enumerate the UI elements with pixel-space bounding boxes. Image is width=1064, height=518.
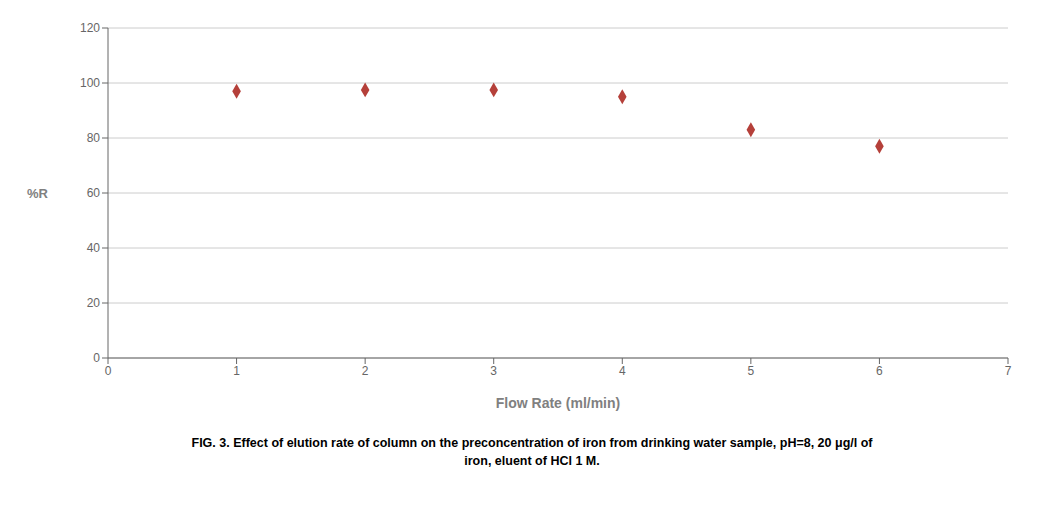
svg-text:3: 3 (490, 364, 497, 378)
html-text:FIG. 3. Effect of elution rate: FIG. 3. Effect of elution rate of column… (191, 436, 873, 450)
svg-text:100: 100 (80, 76, 100, 90)
svg-text:40: 40 (87, 241, 101, 255)
svg-text:7: 7 (1005, 364, 1012, 378)
svg-text:Flow Rate (ml/min): Flow Rate (ml/min) (496, 395, 620, 411)
svg-text:2: 2 (362, 364, 369, 378)
svg-text:1: 1 (233, 364, 240, 378)
svg-text:0: 0 (105, 364, 112, 378)
svg-text:60: 60 (87, 186, 101, 200)
svg-text:0: 0 (93, 351, 100, 365)
svg-text:6: 6 (876, 364, 883, 378)
svg-text:120: 120 (80, 21, 100, 35)
svg-text:80: 80 (87, 131, 101, 145)
svg-text:5: 5 (748, 364, 755, 378)
svg-text:%R: %R (27, 186, 49, 201)
svg-text:20: 20 (87, 296, 101, 310)
html-text:iron, eluent of HCl 1 M.: iron, eluent of HCl 1 M. (464, 454, 600, 468)
svg-text:4: 4 (619, 364, 626, 378)
